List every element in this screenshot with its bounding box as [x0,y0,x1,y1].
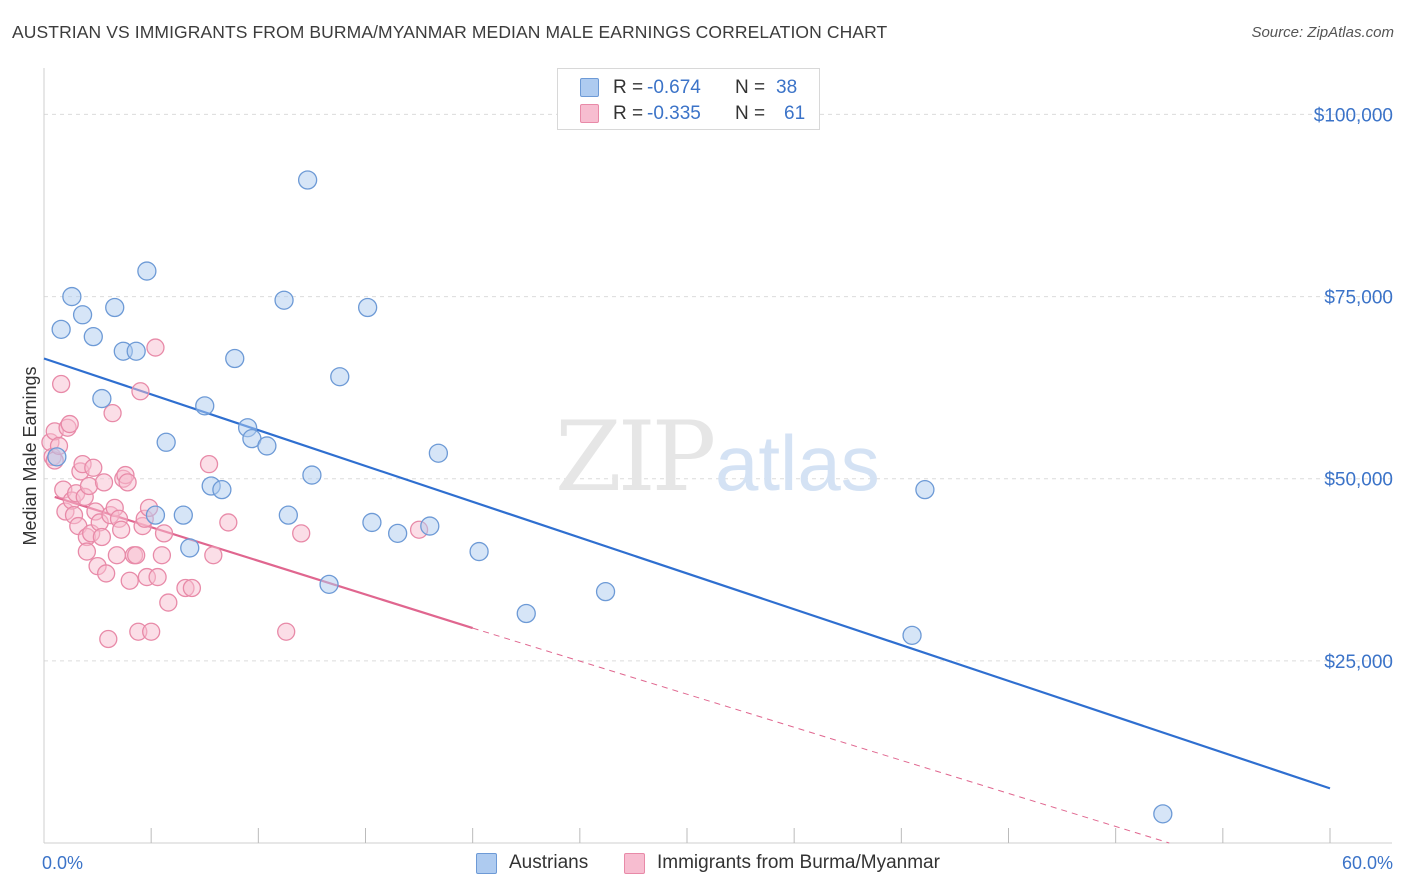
y-tick-label: $75,000 [1324,288,1393,309]
burma-point [219,513,238,532]
austrians-legend-label: Austrians [509,852,589,873]
legend-r-value: -0.674 [647,77,701,98]
burma-point [159,593,178,612]
y-axis-label: Median Male Earnings [20,366,40,545]
austrians-point [145,505,166,525]
chart-title: AUSTRIAN VS IMMIGRANTS FROM BURMA/MYANMA… [12,22,888,42]
burma-legend-label: Immigrants from Burma/Myanmar [657,852,940,873]
legend-n-value: 38 [776,77,798,98]
austrians-point [105,297,125,318]
burma-point [84,458,103,477]
burma-point [204,546,223,565]
austrians-point [62,286,82,307]
burma-point [120,571,139,590]
austrians-point [330,367,350,387]
y-tick-label: $25,000 [1324,652,1393,673]
burma-point [148,567,167,587]
label-layer: $25,000 $50,000 $75,000 $100,000 0.0% 60.0% Me… [20,105,1393,873]
austrians-point [297,170,318,190]
austrians-point [902,625,922,646]
austrians-swatch [580,78,599,97]
legend-r-label: R = [613,77,644,98]
burma-point [99,629,118,649]
burma-point [292,524,311,543]
legend-r-value: -0.335 [647,103,701,124]
austrians-point [72,305,93,325]
austrians-point [302,465,322,485]
burma-point [107,546,127,565]
austrians-trend-line [43,357,1331,790]
burma-point [118,473,137,492]
austrians-point [387,523,408,544]
watermark: ZIP atlas [555,401,880,513]
x-tick-label: 0.0% [42,853,83,873]
burma-point [60,414,79,434]
austrians-point [195,396,215,416]
stats-legend: R = -0.674 N = 38 R = -0.335 N = 61 [557,68,820,130]
burma-point [97,564,116,583]
y-tick-label: $50,000 [1324,470,1393,491]
x-tick-label: 60.0% [1342,853,1393,873]
austrians-point [428,443,449,463]
austrians-point [1153,804,1173,824]
austrians-point [83,326,103,347]
austrians-point [516,603,536,624]
burma-point [142,622,161,641]
chart-source: Source: ZipAtlas.com [1251,24,1394,41]
burma-point [103,403,122,423]
austrians-point [137,261,157,281]
burma-point [146,338,165,357]
austrians-point [357,297,378,318]
watermark-zip: ZIP [555,401,714,513]
austrians-point [212,479,232,500]
burma-point [154,524,174,543]
austrians-point [362,512,382,533]
burma-legend-swatch [624,853,645,874]
austrians-point [278,505,298,525]
austrians-point [319,574,339,595]
austrians-point [47,447,67,467]
austrians-point [225,348,245,369]
austrians-point [257,436,277,456]
austrians-point [92,388,112,409]
y-tick-label: $100,000 [1314,105,1393,126]
austrians-point [126,341,146,361]
austrians-point [595,581,616,602]
austrians-legend-swatch [476,853,497,874]
burma-point [199,454,219,474]
austrians-point [469,541,489,562]
austrians-point [915,479,935,500]
burma-point [127,546,146,565]
burma-point [94,473,114,492]
burma-point [277,622,296,641]
austrians-point [180,538,200,558]
burma-point [92,527,112,547]
austrians-point [274,290,294,310]
grid-layer [44,113,1392,662]
legend-n-value: 61 [784,103,806,124]
burma-point [77,542,97,561]
legend-n-label: N = [735,103,766,124]
legend-n-label: N = [735,77,766,98]
austrians-point [156,432,176,452]
burma-swatch [580,104,599,123]
burma-point [51,374,71,394]
austrians-point [420,516,440,536]
austrians-point [173,505,193,525]
burma-point [131,382,150,401]
burma-point [152,546,172,565]
burma-point [112,520,131,539]
watermark-atlas: atlas [715,419,880,507]
austrians-point [51,319,71,340]
burma-point [182,578,202,598]
burma-point [79,476,99,496]
legend-r-label: R = [613,103,644,124]
burma-trend-extension [472,627,1170,844]
points-layer [41,170,1173,824]
